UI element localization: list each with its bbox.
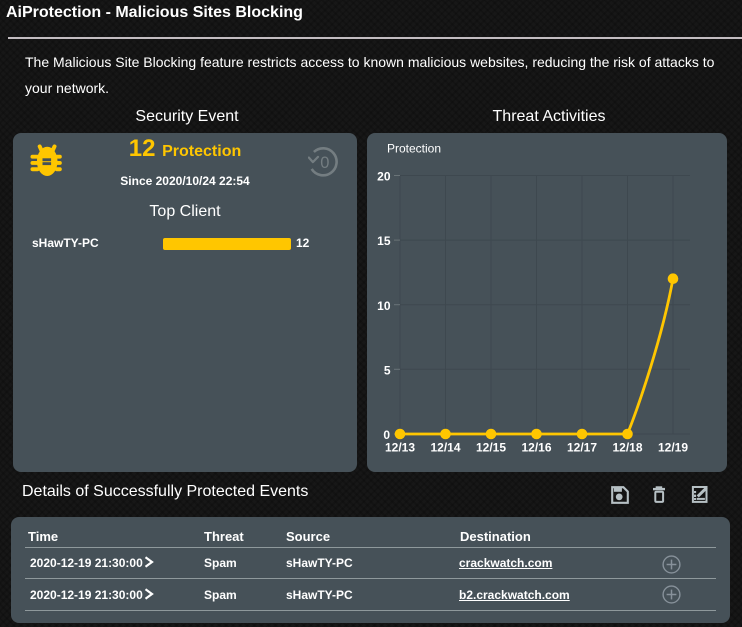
svg-text:12/17: 12/17 <box>567 441 597 455</box>
svg-text:12/13: 12/13 <box>385 441 415 455</box>
svg-text:12/18: 12/18 <box>612 441 642 455</box>
svg-text:20: 20 <box>377 170 391 184</box>
svg-text:Protection: Protection <box>387 142 441 156</box>
svg-text:12/19: 12/19 <box>658 441 688 455</box>
svg-text:5: 5 <box>384 363 391 377</box>
svg-text:0: 0 <box>383 428 390 442</box>
svg-text:10: 10 <box>377 299 391 313</box>
svg-text:12/14: 12/14 <box>430 441 460 455</box>
svg-text:12/16: 12/16 <box>521 441 551 455</box>
svg-text:15: 15 <box>377 234 391 248</box>
svg-text:12/15: 12/15 <box>476 441 506 455</box>
svg-text:0: 0 <box>320 153 329 171</box>
